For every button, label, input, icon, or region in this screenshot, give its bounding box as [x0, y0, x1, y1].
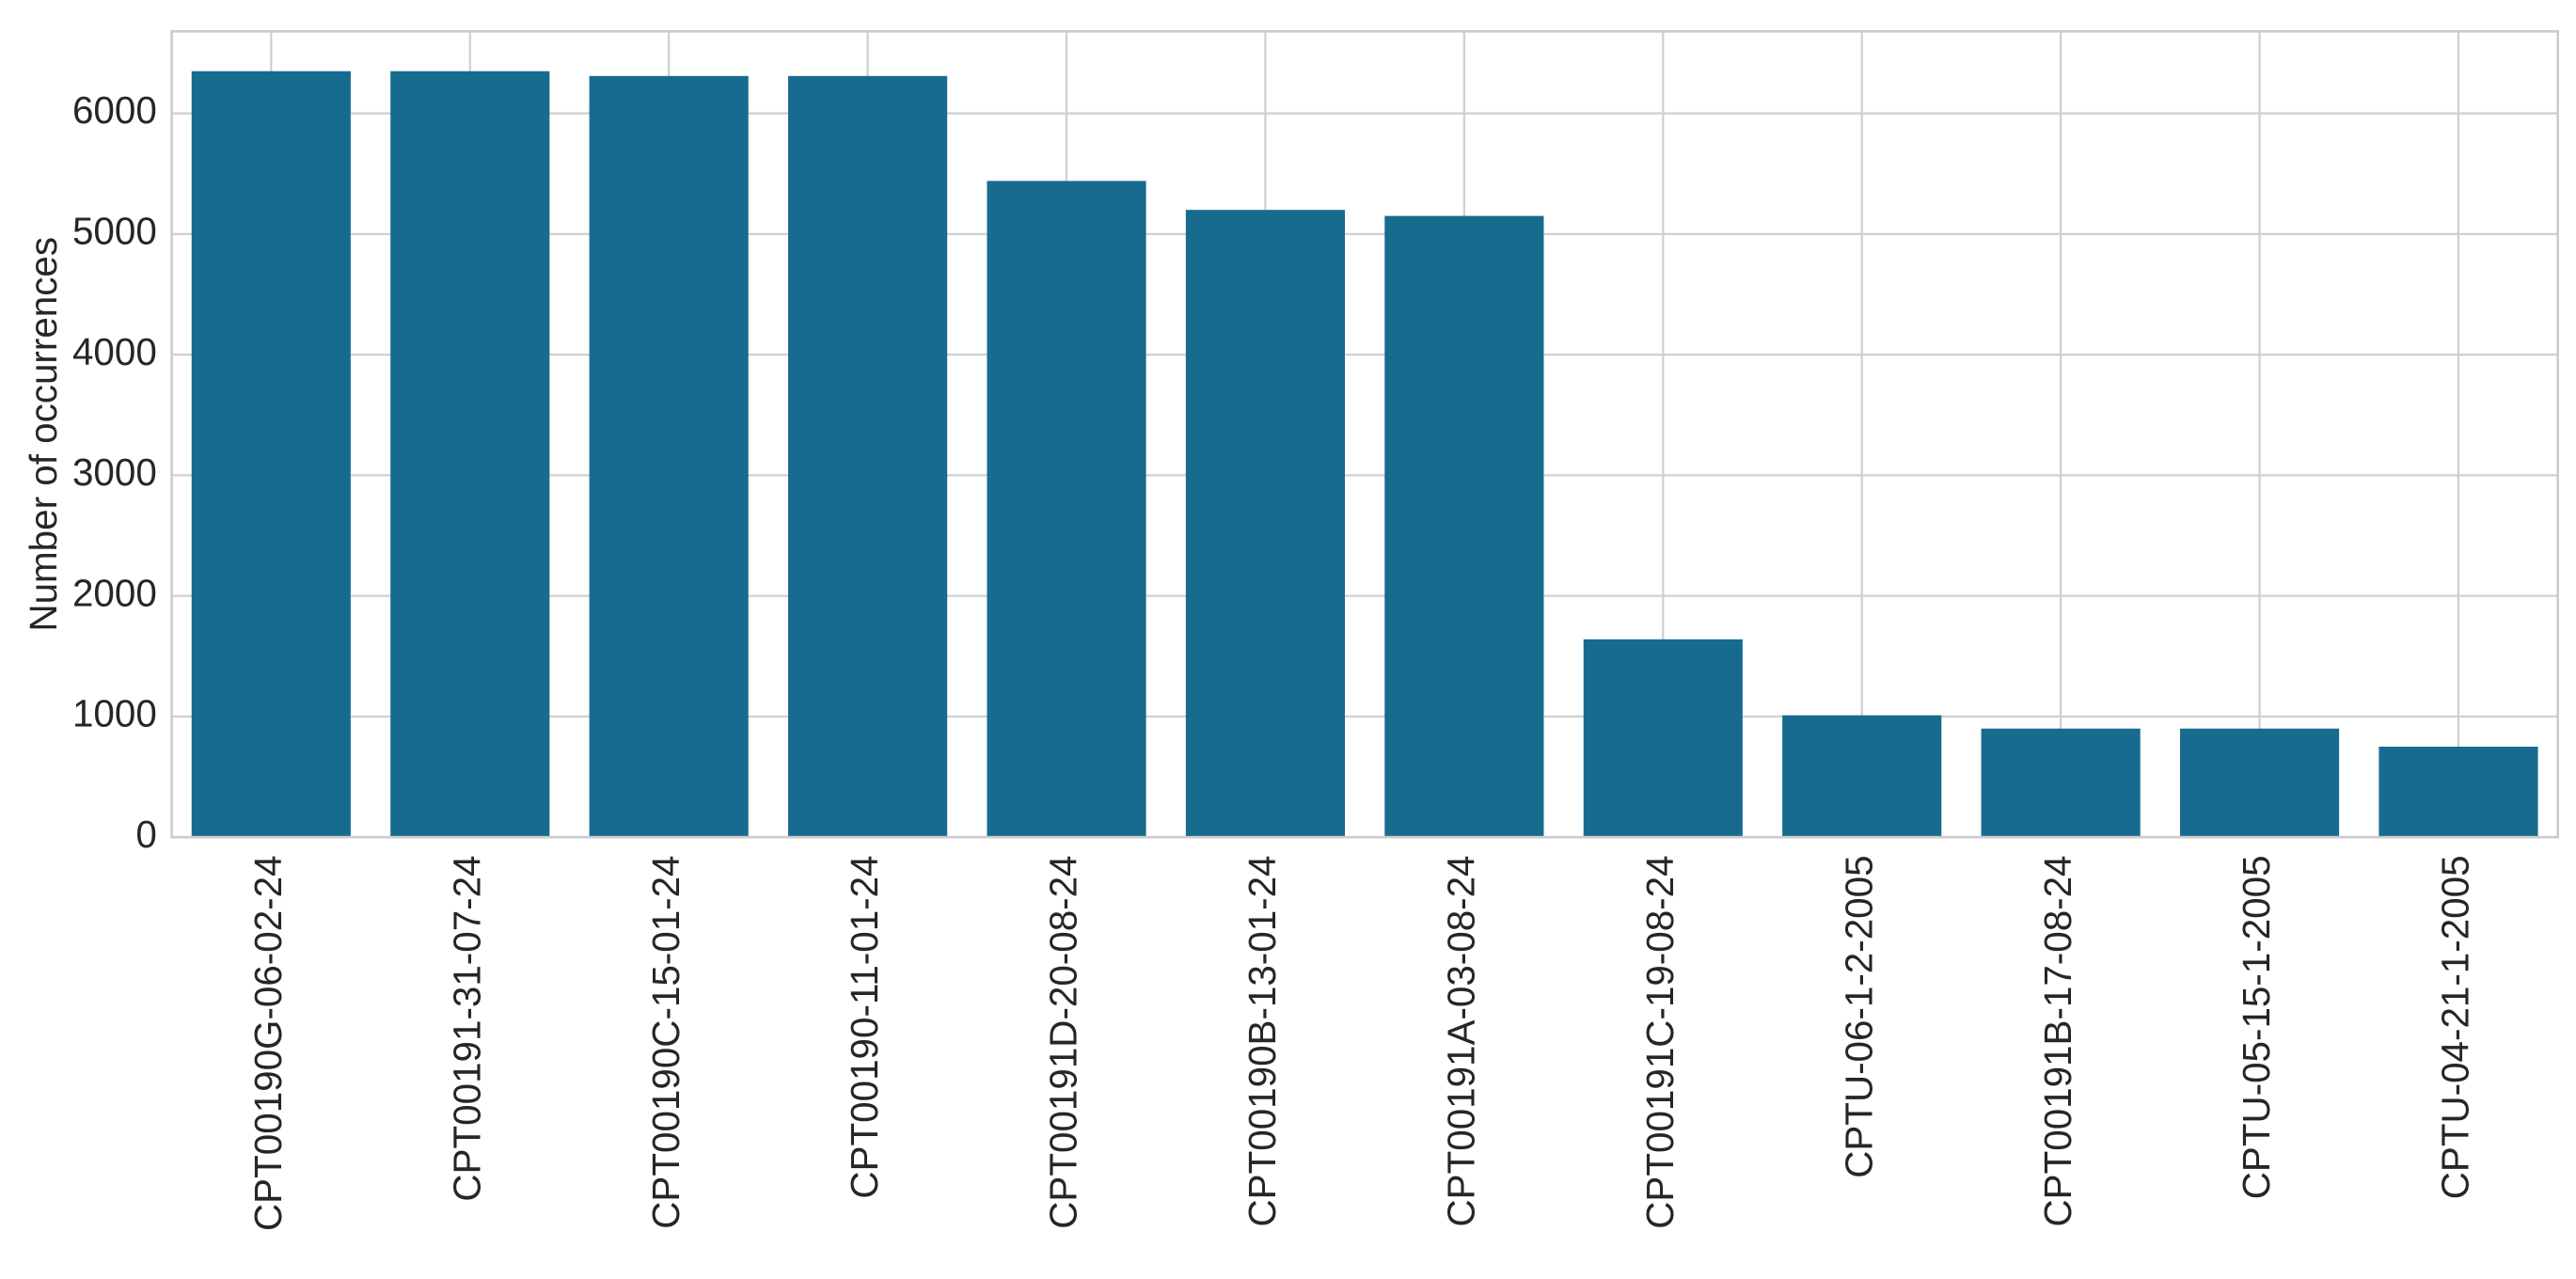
- x-tick-label: CPT00191A-03-08-24: [1440, 855, 1483, 1226]
- bar: [1583, 639, 1743, 838]
- x-tick-label: CPT00191D-20-08-24: [1042, 855, 1085, 1228]
- x-tick-label: CPT00191-31-07-24: [445, 855, 488, 1201]
- bar: [589, 75, 749, 838]
- bar: [788, 75, 948, 838]
- x-tick-label: CPT00191C-19-08-24: [1638, 855, 1682, 1228]
- bar: [390, 71, 550, 838]
- bar: [1782, 715, 1942, 838]
- y-tick-label: 6000: [72, 88, 157, 132]
- bar: [1384, 215, 1544, 838]
- x-tick-label: CPT00191B-17-08-24: [2036, 855, 2079, 1226]
- bar: [987, 181, 1146, 838]
- x-tick-label: CPT00190-11-01-24: [843, 855, 886, 1198]
- y-tick-label: 1000: [72, 692, 157, 735]
- bar: [2378, 746, 2538, 838]
- x-tick-label: CPTU-05-15-1-2005: [2235, 855, 2278, 1199]
- bar: [1981, 728, 2141, 838]
- y-tick-label: 3000: [72, 450, 157, 494]
- y-tick-label: 0: [135, 813, 156, 856]
- x-tick-label: CPTU-06-1-2-2005: [1837, 855, 1880, 1177]
- bar: [191, 71, 351, 838]
- x-tick-label: CPT00190G-06-02-24: [246, 855, 290, 1230]
- y-tick-label: 2000: [72, 571, 157, 614]
- bar: [2179, 728, 2340, 838]
- y-tick-label: 5000: [72, 210, 157, 253]
- plot-border: [170, 30, 2560, 839]
- x-tick-label: CPT00190C-15-01-24: [644, 855, 687, 1228]
- y-tick-label: 4000: [72, 330, 157, 373]
- bar: [1185, 210, 1346, 838]
- x-tick-label: CPT00190B-13-01-24: [1241, 855, 1284, 1226]
- x-tick-label: CPTU-04-21-1-2005: [2434, 855, 2477, 1199]
- y-axis-label: Number of occurrences: [22, 237, 65, 632]
